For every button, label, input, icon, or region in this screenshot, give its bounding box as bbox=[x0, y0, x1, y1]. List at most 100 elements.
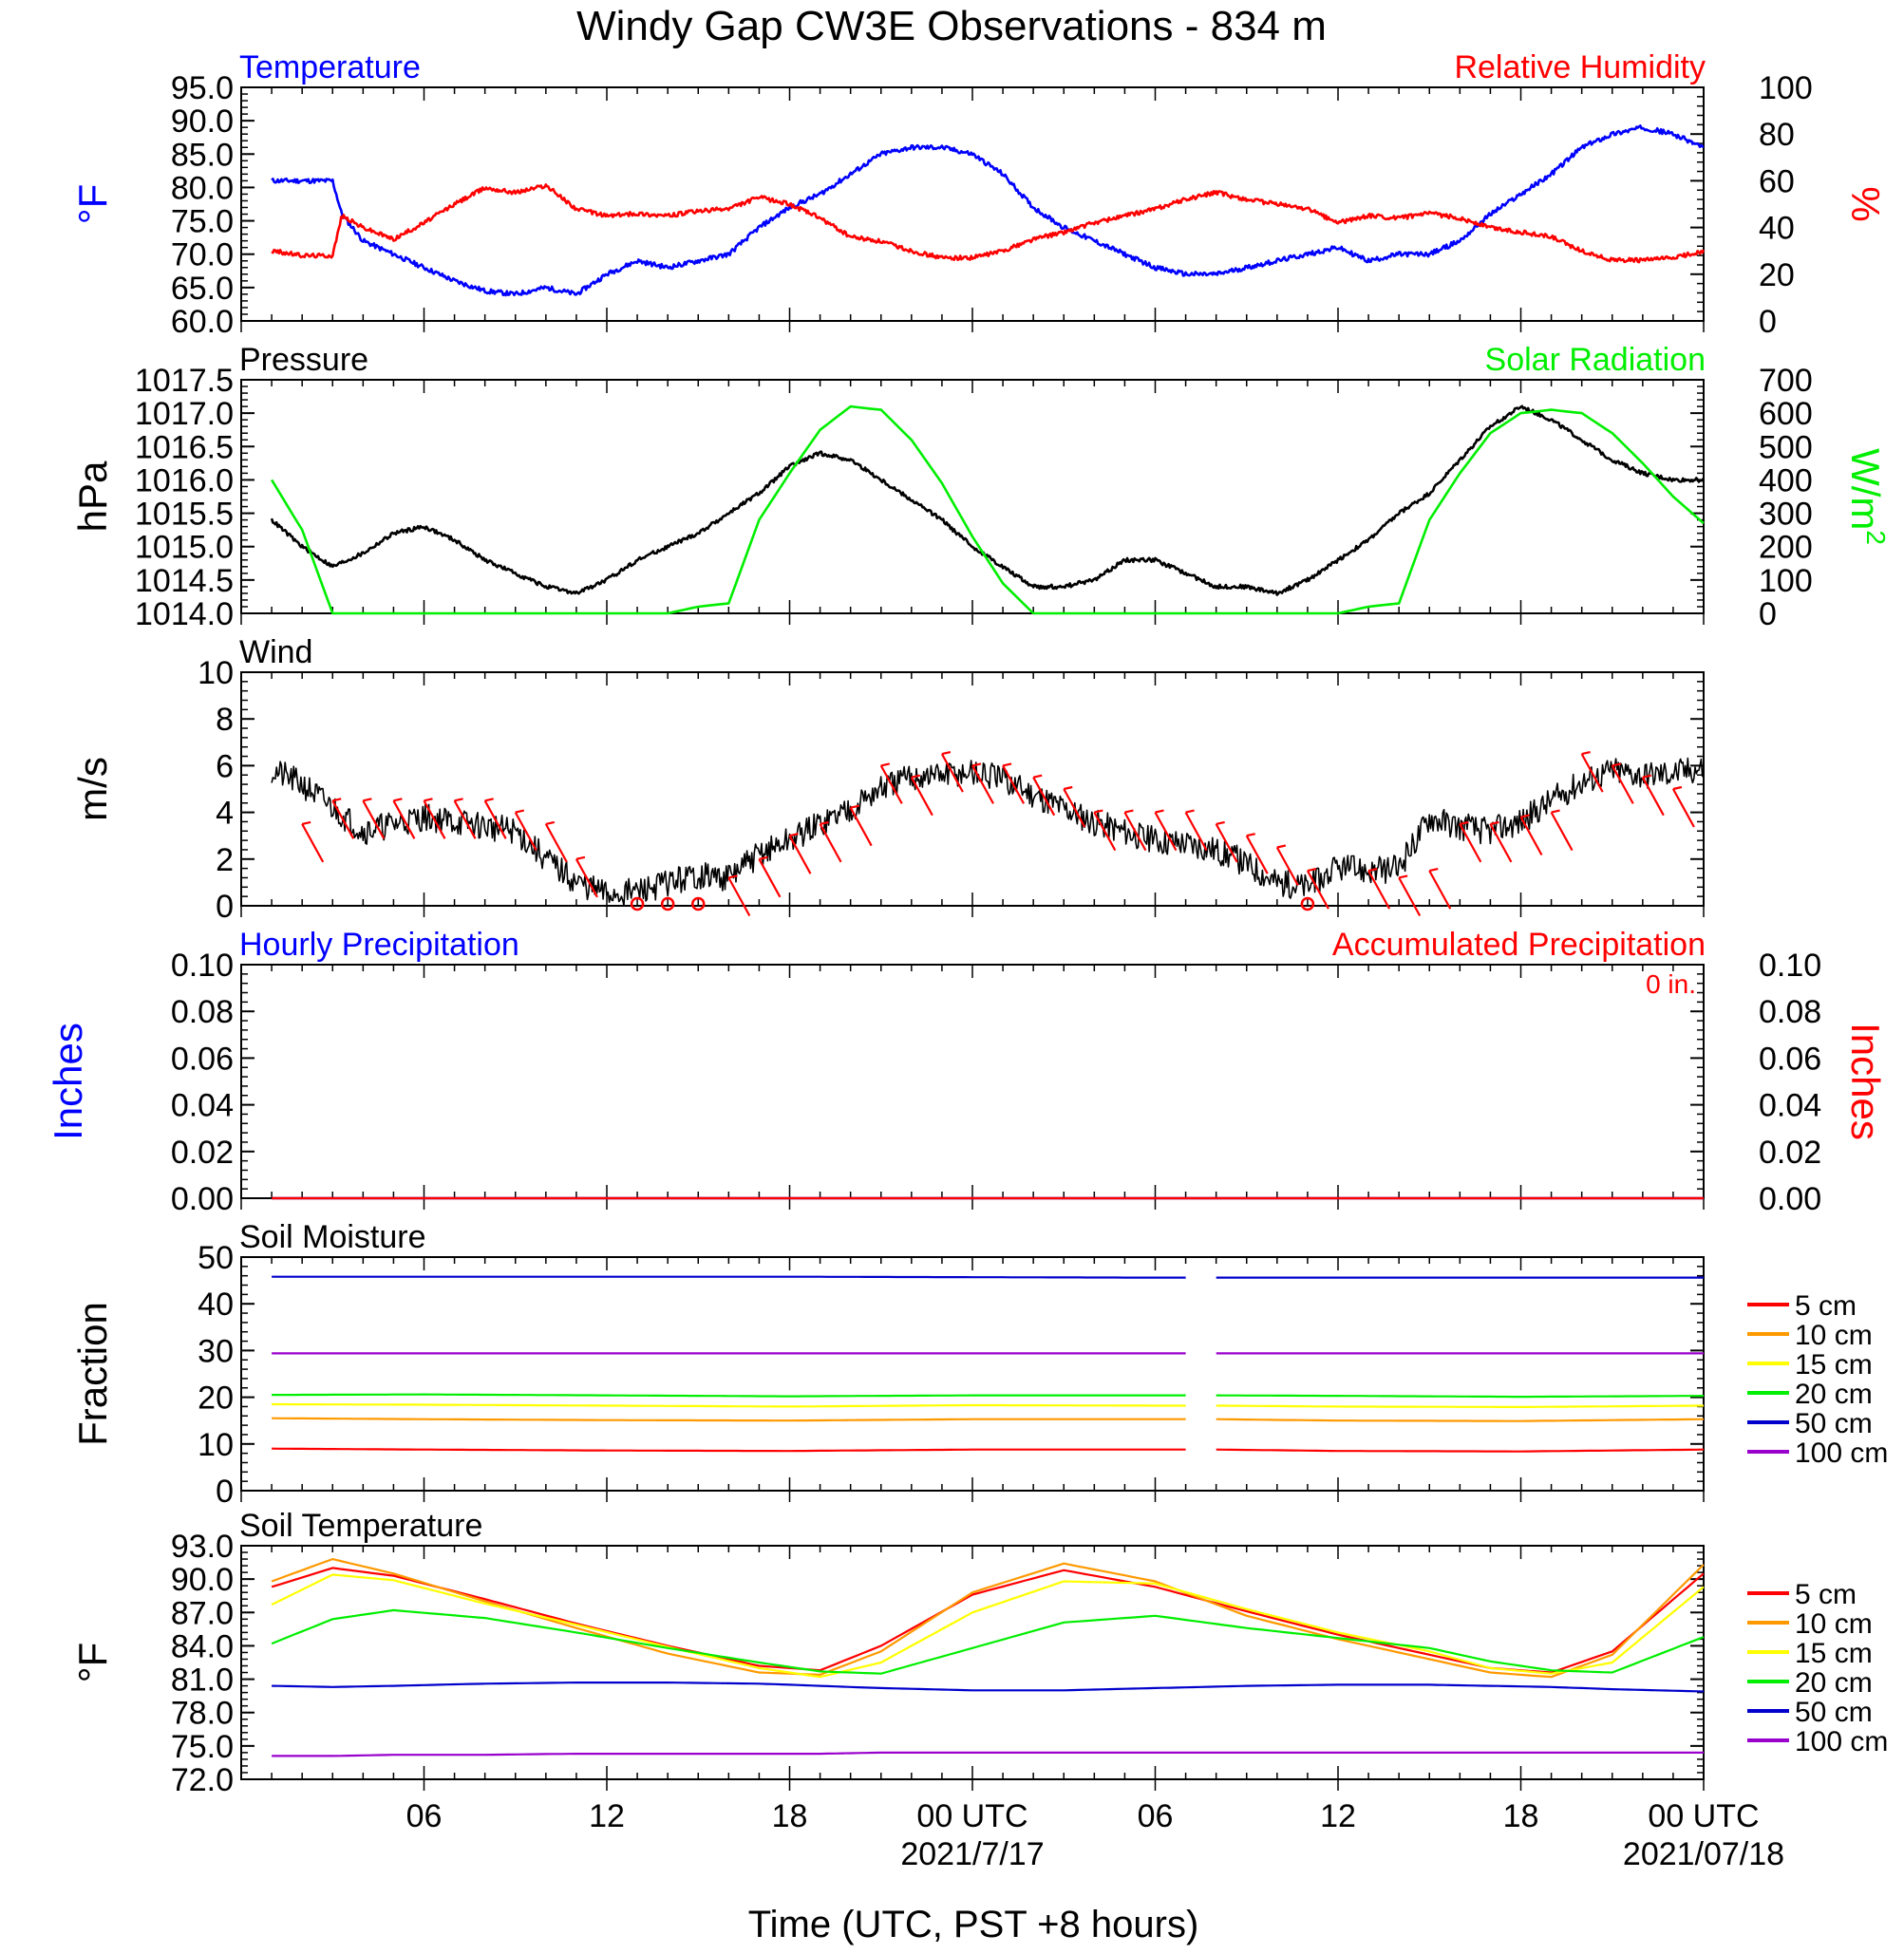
series-line bbox=[272, 1417, 1705, 1422]
wind-barb-shaft bbox=[1184, 812, 1208, 852]
wind-barb-shaft bbox=[453, 799, 477, 839]
wind-barb-flag bbox=[911, 774, 921, 779]
x-date-label: 2021/07/18 bbox=[1623, 1836, 1784, 1872]
y-tick-label: 65.0 bbox=[171, 271, 234, 307]
series-line bbox=[272, 1402, 1704, 1408]
y-tick-label: 93.0 bbox=[171, 1529, 234, 1565]
panel-temp_rh: 95.090.085.080.075.070.065.060.0 100 80 60 4… bbox=[70, 49, 1888, 340]
wind-barb-flag bbox=[1367, 868, 1378, 873]
wind-barb-flag bbox=[1490, 820, 1499, 825]
wind-barb-shaft bbox=[1550, 812, 1574, 852]
series-line bbox=[272, 1682, 1705, 1693]
wind-barb-flag bbox=[1094, 809, 1103, 814]
wind-barb-shaft bbox=[727, 876, 751, 917]
wind-barb-flag bbox=[1246, 833, 1255, 837]
series-line bbox=[271, 124, 1705, 297]
wind-barb-shaft bbox=[1245, 835, 1269, 874]
y-tick-label: 90.0 bbox=[171, 1562, 234, 1598]
y-right-tick-label: 80 bbox=[1759, 117, 1795, 153]
y-right-tick-label: 0 bbox=[1759, 304, 1777, 340]
wind-barb-flag bbox=[424, 798, 433, 802]
y-right-tick-label: 200 bbox=[1759, 530, 1813, 566]
wind-barb-shaft bbox=[1671, 788, 1695, 828]
y-tick-label: 81.0 bbox=[171, 1663, 234, 1699]
y-tick-label: 84.0 bbox=[171, 1628, 234, 1664]
wind-barb-flag bbox=[1581, 751, 1591, 756]
y-right-tick-label: 100 bbox=[1759, 70, 1813, 106]
y-tick-label: 78.0 bbox=[171, 1696, 234, 1732]
wind-barb-shaft bbox=[879, 764, 903, 804]
x-tick-label: 06 bbox=[406, 1798, 443, 1834]
wind-barb-shaft bbox=[940, 753, 964, 793]
y-right-tick-label: 0.06 bbox=[1759, 1041, 1821, 1077]
wind-barb-flag bbox=[1124, 809, 1134, 814]
y-right-tick-label: 0.08 bbox=[1759, 994, 1821, 1030]
panel-title-right: Accumulated Precipitation bbox=[1332, 927, 1706, 963]
y-right-tick-label: 0.00 bbox=[1759, 1181, 1821, 1217]
x-tick-label: 18 bbox=[772, 1798, 808, 1834]
y-tick-label: 70.0 bbox=[171, 237, 234, 273]
y-tick-label: 75.0 bbox=[171, 204, 234, 240]
wind-barb-shaft bbox=[575, 858, 598, 898]
y-right-tick-label: 600 bbox=[1759, 396, 1813, 432]
wind-barb-flag bbox=[484, 798, 494, 802]
wind-calm-circle bbox=[691, 896, 706, 911]
wind-barb-shaft bbox=[1063, 788, 1086, 828]
legend-label: 15 cm bbox=[1795, 1638, 1873, 1669]
wind-barb-shaft bbox=[1611, 764, 1634, 804]
y-axis-label-left: Fraction bbox=[70, 1302, 115, 1446]
y-tick-label: 75.0 bbox=[171, 1729, 234, 1765]
panel-title-left: Wind bbox=[239, 634, 312, 670]
y-axis-label-left: °F bbox=[70, 184, 115, 224]
series-line bbox=[272, 1393, 1705, 1399]
panel-frame bbox=[240, 964, 1705, 1199]
wind-barb-shaft bbox=[392, 799, 416, 839]
wind-barb-shaft bbox=[1275, 846, 1299, 887]
wind-barb-shaft bbox=[758, 858, 782, 898]
y-tick-label: 8 bbox=[216, 702, 234, 738]
y-right-tick-label: 0.02 bbox=[1759, 1135, 1821, 1171]
precip-total-label: 0 in. bbox=[1646, 969, 1696, 999]
wind-barb-flag bbox=[1032, 774, 1043, 779]
wind-barb-flag bbox=[1398, 874, 1408, 879]
wind-barb-shaft bbox=[1519, 816, 1543, 856]
y-tick-label: 87.0 bbox=[171, 1595, 234, 1631]
y-tick-label: 1016.0 bbox=[135, 462, 234, 498]
wind-barb-shaft bbox=[301, 823, 325, 863]
panel-frame bbox=[240, 379, 1705, 614]
wind-barb-flag bbox=[850, 804, 859, 809]
legend-label: 10 cm bbox=[1795, 1320, 1873, 1351]
panel-frame bbox=[240, 86, 1705, 322]
wind-barb-flag bbox=[1216, 820, 1225, 825]
wind-barb-flag bbox=[820, 820, 829, 825]
wind-barb-shaft bbox=[1123, 812, 1147, 852]
y-right-tick-label: 0 bbox=[1759, 596, 1777, 632]
legend-label: 100 cm bbox=[1795, 1437, 1888, 1469]
x-tick-label: 12 bbox=[589, 1798, 625, 1834]
wind-barb-flag bbox=[1185, 809, 1195, 814]
wind-barb-flag bbox=[393, 798, 403, 802]
wind-barb-shaft bbox=[544, 823, 568, 863]
y-right-tick-label: 60 bbox=[1759, 163, 1795, 199]
panel-title-left: Hourly Precipitation bbox=[239, 927, 519, 963]
wind-barb-shaft bbox=[483, 799, 507, 839]
wind-barb-shaft bbox=[331, 799, 355, 839]
y-tick-label: 95.0 bbox=[171, 70, 234, 106]
y-axis-label-left: Inches bbox=[46, 1023, 90, 1140]
y-tick-label: 72.0 bbox=[171, 1762, 234, 1798]
legend-label: 5 cm bbox=[1795, 1579, 1857, 1610]
wind-barb-shaft bbox=[423, 799, 446, 839]
y-tick-label: 1015.0 bbox=[135, 530, 234, 566]
wind-barb-flag bbox=[728, 874, 738, 879]
y-tick-label: 0.06 bbox=[171, 1041, 234, 1077]
series-line bbox=[271, 757, 1705, 907]
y-tick-label: 0.02 bbox=[171, 1135, 234, 1171]
legend-label: 50 cm bbox=[1795, 1408, 1873, 1439]
y-tick-label: 1014.5 bbox=[135, 563, 234, 599]
series-line bbox=[271, 1573, 1705, 1679]
y-right-tick-label: 40 bbox=[1759, 211, 1795, 247]
y-tick-label: 0 bbox=[216, 1474, 234, 1510]
series-line bbox=[272, 1447, 1705, 1453]
y-axis-label-left: °F bbox=[70, 1643, 115, 1682]
